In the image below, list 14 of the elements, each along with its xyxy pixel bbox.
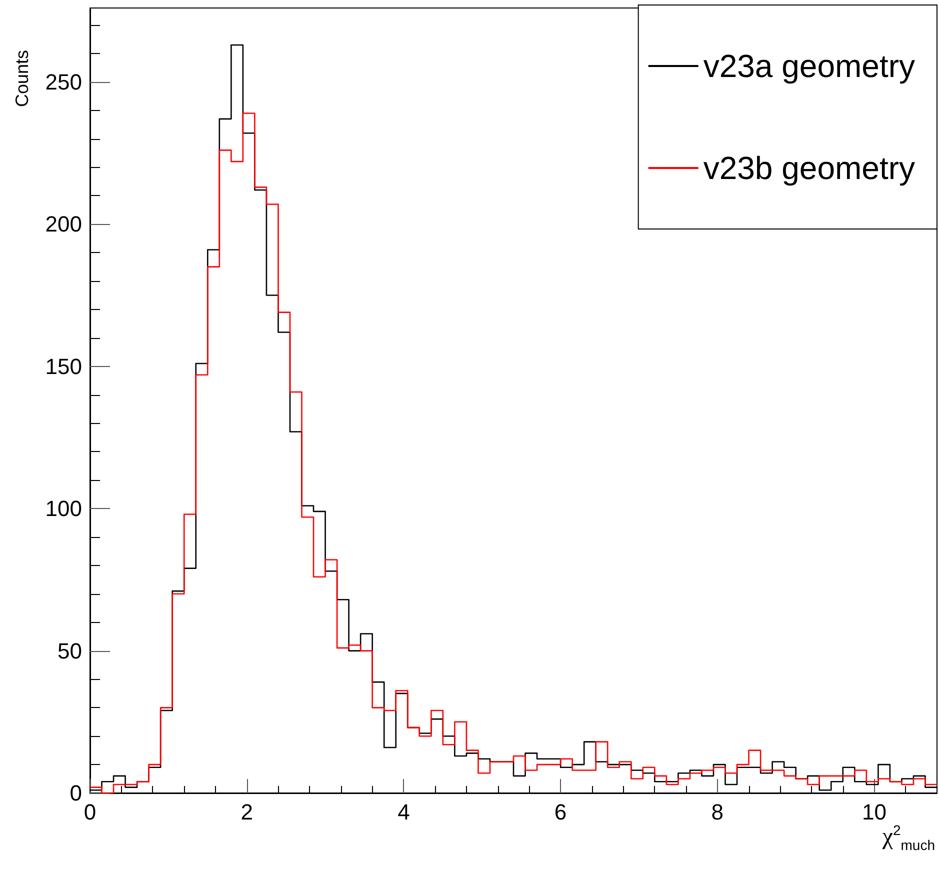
x-tick-label: 10	[862, 800, 886, 824]
y-tick-label: 50	[58, 638, 82, 664]
legend-label: v23a geometry	[703, 48, 915, 84]
y-tick-label: 250	[45, 69, 82, 94]
y-tick-label: 200	[45, 212, 82, 237]
y-tick-label: 150	[45, 354, 82, 379]
x-tick-label: 6	[554, 800, 567, 824]
x-tick-label: 8	[711, 800, 724, 824]
x-tick-label: 4	[398, 800, 410, 824]
legend-label: v23b geometry	[703, 150, 915, 186]
x-tick-label: 2	[240, 800, 253, 824]
y-tick-label: 0	[70, 780, 82, 806]
y-axis-title: Counts	[12, 50, 33, 108]
y-tick-label: 100	[45, 496, 82, 522]
